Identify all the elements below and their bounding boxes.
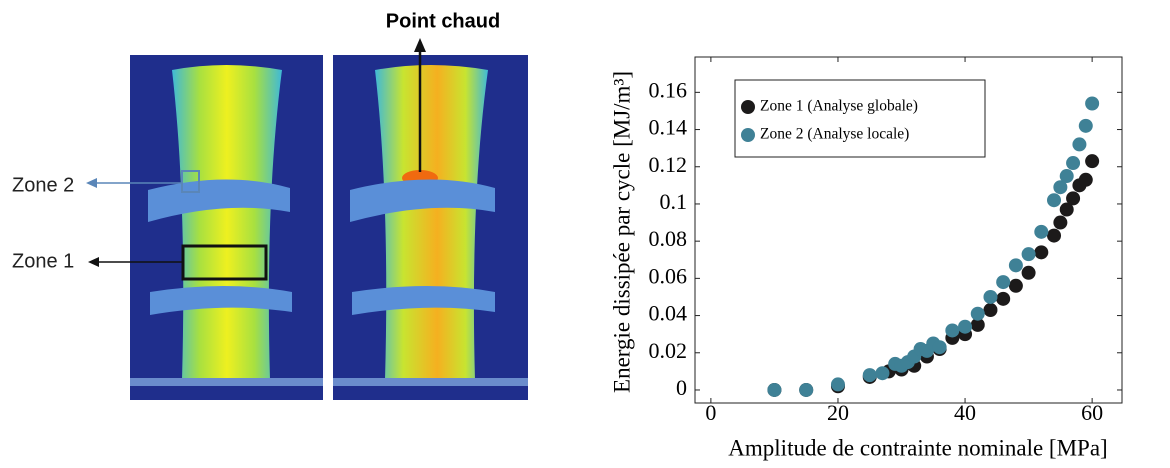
point	[1085, 154, 1100, 169]
legend-label: Zone 2 (Analyse locale)	[760, 126, 909, 143]
point	[1072, 137, 1087, 152]
point	[1008, 258, 1023, 273]
arrow-head	[88, 257, 99, 267]
point	[1078, 118, 1093, 133]
legend	[734, 79, 986, 158]
y-tick-label: 0.08	[649, 226, 688, 251]
point	[875, 366, 890, 381]
zone1-label: Zone 1	[12, 250, 74, 272]
arrow-head	[86, 178, 97, 188]
point	[983, 302, 998, 317]
hot-spot-label: Point chaud	[386, 10, 500, 32]
y-tick-label: 0.16	[649, 77, 688, 102]
point	[1047, 228, 1062, 243]
plot-frame	[694, 56, 1123, 404]
point	[799, 382, 814, 397]
point	[862, 368, 877, 383]
thermal-image-1	[130, 55, 323, 400]
legend-label: Zone 1 (Analyse globale)	[760, 98, 918, 115]
point	[945, 323, 960, 338]
point	[1021, 265, 1036, 280]
point	[958, 319, 973, 334]
point	[1066, 191, 1081, 206]
point	[830, 377, 845, 392]
x-tick-label: 0	[705, 400, 716, 425]
y-tick-label: 0	[676, 375, 687, 400]
point	[1053, 215, 1068, 230]
legend-marker	[741, 128, 755, 142]
arrow-head	[414, 38, 426, 52]
point	[1059, 169, 1074, 184]
point	[1034, 224, 1049, 239]
point	[1034, 245, 1049, 260]
x-axis-label: Amplitude de contrainte nominale [MPa]	[728, 435, 1107, 460]
point	[932, 340, 947, 355]
point	[970, 317, 985, 332]
point	[1008, 278, 1023, 293]
y-tick-label: 0.06	[649, 263, 688, 288]
point	[1021, 247, 1036, 262]
zone2-label: Zone 2	[12, 174, 74, 196]
y-tick-label: 0.02	[649, 338, 688, 363]
point	[1085, 96, 1100, 111]
point	[1066, 156, 1081, 171]
point	[767, 382, 782, 397]
y-tick-label: 0.12	[649, 152, 688, 177]
y-tick-label: 0.1	[660, 189, 688, 214]
thermal-image-2	[333, 55, 528, 400]
y-axis-label: Energie dissipée par cycle [MJ/m³]	[609, 71, 634, 393]
y-tick-label: 0.04	[649, 301, 688, 326]
y-tick-label: 0.14	[649, 115, 688, 140]
x-tick-label: 40	[954, 400, 976, 425]
x-tick-label: 20	[827, 400, 849, 425]
point	[1047, 193, 1062, 208]
point	[970, 306, 985, 321]
point	[996, 275, 1011, 290]
point	[983, 289, 998, 304]
point	[1078, 172, 1093, 187]
x-tick-label: 60	[1081, 400, 1103, 425]
point	[1053, 180, 1068, 195]
point	[996, 291, 1011, 306]
point	[1059, 202, 1074, 217]
legend-marker	[741, 100, 755, 114]
